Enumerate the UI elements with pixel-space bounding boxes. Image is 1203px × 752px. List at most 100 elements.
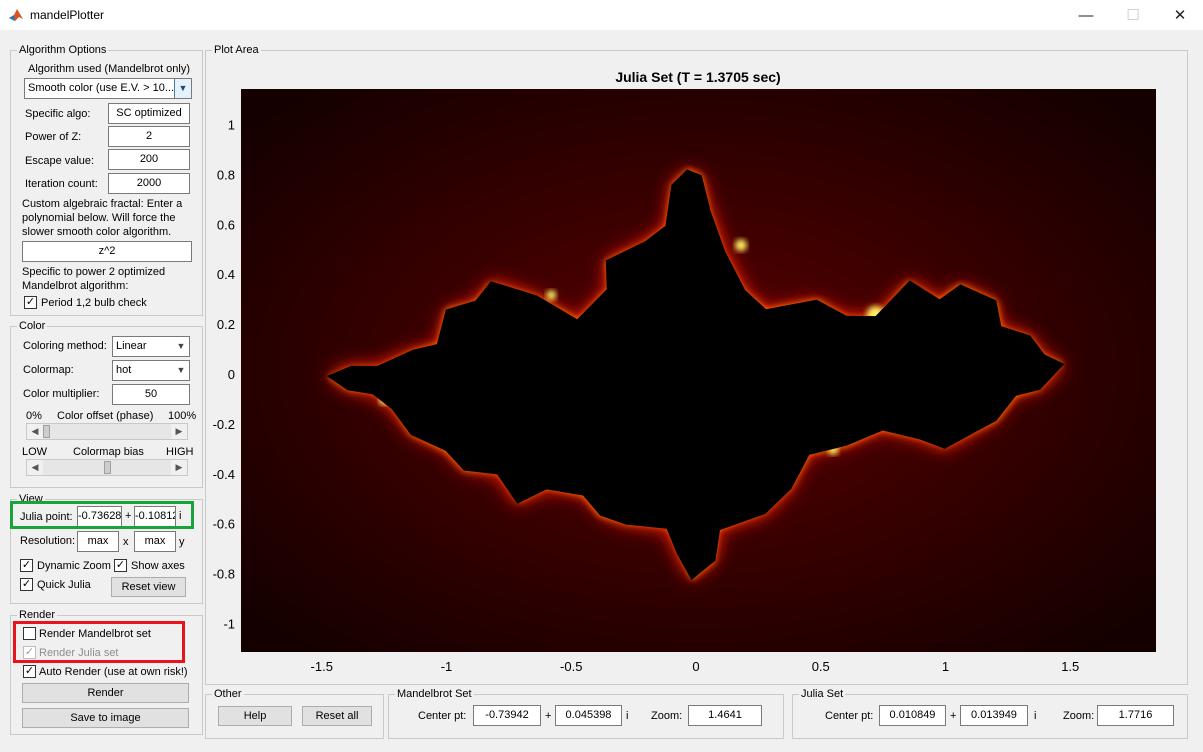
render-button[interactable]: Render <box>22 683 189 703</box>
panel-title: Color <box>17 319 48 333</box>
minimize-icon: — <box>1078 6 1094 24</box>
algorithm-used-label: Algorithm used (Mandelbrot only) <box>28 63 191 75</box>
coloring-method-dropdown[interactable]: Linear ▼ <box>112 336 190 357</box>
maximize-icon: ☐ <box>1126 7 1140 24</box>
arrow-left-icon[interactable]: ◀ <box>27 424 43 439</box>
specific-algo-label: Specific algo: <box>25 108 91 120</box>
resolution-y-field[interactable]: max <box>134 531 176 552</box>
title-bar: mandelPlotter — ☐ ✕ <box>0 0 1203 30</box>
julia-center-real-field[interactable]: 0.010849 <box>879 705 946 726</box>
maximize-button[interactable]: ☐ <box>1110 0 1156 30</box>
zoom-label: Zoom: <box>651 710 683 722</box>
iteration-field[interactable]: 2000 <box>108 173 190 194</box>
matlab-icon <box>9 9 23 21</box>
y-tick-label: 0 <box>228 367 235 382</box>
julia-zoom-field[interactable]: 1.7716 <box>1097 705 1174 726</box>
check-icon: ✓ <box>115 559 126 571</box>
check-icon: ✓ <box>21 559 32 571</box>
mandelbrot-zoom-field[interactable]: 1.4641 <box>688 705 762 726</box>
chevron-down-icon: ▼ <box>172 337 189 356</box>
polynomial-field[interactable]: z^2 <box>22 241 192 262</box>
panel-title: Mandelbrot Set <box>395 687 474 701</box>
specific-text-2: Mandelbrot algorithm: <box>22 280 129 292</box>
algorithm-dropdown[interactable]: Smooth color (use E.V. > 10... ▼ <box>24 78 192 99</box>
iteration-label: Iteration count: <box>25 178 98 190</box>
mandelbrot-center-real-field[interactable]: -0.73942 <box>473 705 541 726</box>
center-label: Center pt: <box>825 710 874 722</box>
panel-title: Algorithm Options <box>17 43 109 57</box>
escape-field[interactable]: 200 <box>108 149 190 170</box>
color-multiplier-field[interactable]: 50 <box>112 384 190 405</box>
show-axes-checkbox[interactable]: ✓ <box>114 559 127 572</box>
y-tick-label: -0.8 <box>213 567 235 582</box>
power-field[interactable]: 2 <box>108 126 190 147</box>
coloring-method-value: Linear <box>116 340 147 352</box>
auto-render-label: Auto Render (use at own risk!) <box>39 666 188 678</box>
x-tick-label: -0.5 <box>560 659 582 674</box>
color-multiplier-label: Color multiplier: <box>23 388 100 400</box>
auto-render-checkbox[interactable]: ✓ <box>23 665 36 678</box>
dynamic-zoom-label: Dynamic Zoom <box>37 560 111 572</box>
plus-label: + <box>545 710 552 722</box>
slider-thumb[interactable] <box>43 425 50 438</box>
julia-plot[interactable]: Julia Set (T = 1.3705 sec) -1.5 -1 -0.5 0 0.… <box>206 51 1187 684</box>
x-tick-label: -1 <box>441 659 453 674</box>
julia-real-field[interactable]: -0.73628 <box>77 506 122 527</box>
panel-title: Julia Set <box>799 687 846 701</box>
period-bulb-checkbox[interactable]: ✓ <box>24 296 37 309</box>
color-panel: Color Coloring method: Linear ▼ Colormap… <box>10 319 203 488</box>
reset-all-button[interactable]: Reset all <box>302 706 372 726</box>
render-julia-checkbox[interactable]: ✓ <box>23 646 36 659</box>
custom-text-1: Custom algebraic fractal: Enter a <box>22 198 183 210</box>
save-to-image-button[interactable]: Save to image <box>22 708 189 728</box>
quick-julia-checkbox[interactable]: ✓ <box>20 578 33 591</box>
center-label: Center pt: <box>418 710 467 722</box>
julia-center-imag-field[interactable]: 0.013949 <box>960 705 1028 726</box>
close-button[interactable]: ✕ <box>1157 0 1203 30</box>
chevron-down-icon: ▼ <box>174 79 191 98</box>
check-icon: ✓ <box>25 296 36 308</box>
mandelbrot-set-panel: Mandelbrot Set Center pt: -0.73942 + 0.0… <box>388 687 784 739</box>
resolution-x-field[interactable]: max <box>77 531 119 552</box>
render-mandelbrot-checkbox[interactable] <box>23 627 36 640</box>
reset-view-button[interactable]: Reset view <box>111 577 186 597</box>
zoom-label: Zoom: <box>1063 710 1095 722</box>
render-julia-label: Render Julia set <box>39 647 119 659</box>
x-tick-label: 1.5 <box>1061 659 1079 674</box>
specific-algo-field[interactable]: SC optimized <box>108 103 190 124</box>
offset-label: Color offset (phase) <box>57 410 154 422</box>
slider-thumb[interactable] <box>103 461 111 474</box>
window-title: mandelPlotter <box>30 8 105 22</box>
offset-min-label: 0% <box>26 410 42 422</box>
imag-unit-label: i <box>626 710 629 722</box>
colormap-dropdown[interactable]: hot ▼ <box>112 360 190 381</box>
help-button[interactable]: Help <box>218 706 292 726</box>
render-mandelbrot-label: Render Mandelbrot set <box>39 628 151 640</box>
other-panel: Other Help Reset all <box>205 687 384 739</box>
power-label: Power of Z: <box>25 131 82 143</box>
bias-min-label: LOW <box>22 446 48 458</box>
color-offset-slider[interactable]: ◀ ▶ <box>26 423 188 440</box>
arrow-right-icon[interactable]: ▶ <box>171 424 187 439</box>
dynamic-zoom-checkbox[interactable]: ✓ <box>20 559 33 572</box>
arrow-left-icon[interactable]: ◀ <box>27 460 43 475</box>
y-tick-label: -0.2 <box>213 417 235 432</box>
colormap-bias-slider[interactable]: ◀ ▶ <box>26 459 188 476</box>
x-separator: x <box>123 536 129 548</box>
close-icon: ✕ <box>1173 7 1187 24</box>
plot-area-panel: Plot Area Julia Set (T = 1.3705 sec) -1.… <box>205 43 1188 685</box>
julia-imag-field[interactable]: -0.10812 <box>134 506 176 527</box>
y-axis: 1 0.8 0.6 0.4 0.2 0 -0.2 -0.4 -0.6 -0.8 -1 <box>213 118 235 632</box>
minimize-button[interactable]: — <box>1063 0 1109 30</box>
mandelbrot-center-imag-field[interactable]: 0.045398 <box>555 705 622 726</box>
arrow-right-icon[interactable]: ▶ <box>171 460 187 475</box>
period-bulb-label: Period 1,2 bulb check <box>41 297 147 309</box>
x-tick-label: 0 <box>692 659 699 674</box>
y-tick-label: 0.6 <box>217 217 235 232</box>
x-axis: -1.5 -1 -0.5 0 0.5 1 1.5 <box>311 659 1080 674</box>
colormap-value: hot <box>116 364 132 376</box>
imag-unit-label: i <box>179 510 182 522</box>
julia-point-label: Julia point: <box>20 511 73 523</box>
coloring-method-label: Coloring method: <box>23 340 107 352</box>
custom-text-3: slower smooth color algorithm. <box>22 226 172 238</box>
